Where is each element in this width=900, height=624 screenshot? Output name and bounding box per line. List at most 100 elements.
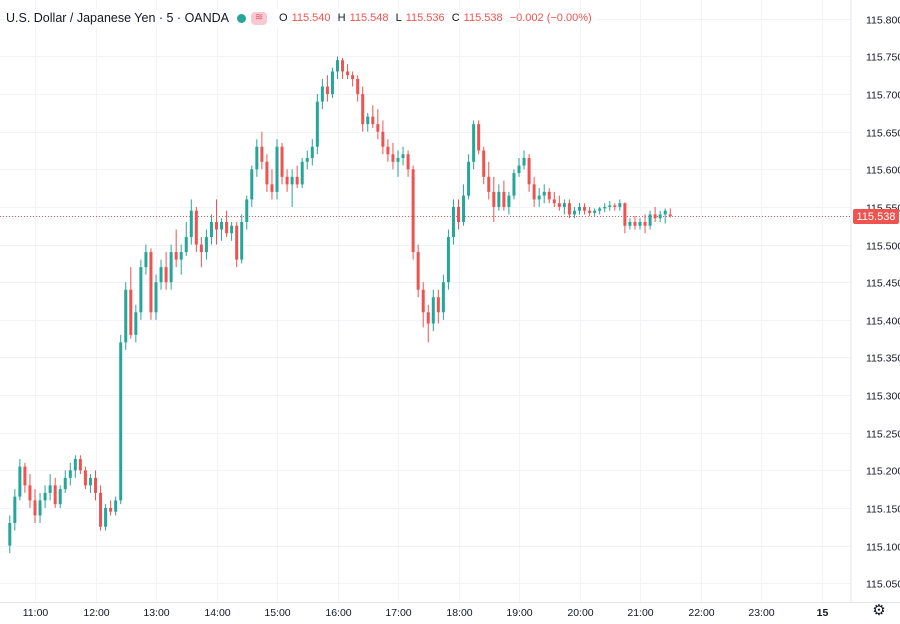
candle-body [628, 221, 632, 226]
candle [285, 169, 289, 192]
candle [386, 139, 390, 162]
candle [583, 203, 587, 215]
candle-body [13, 496, 17, 523]
candle-body [295, 176, 299, 185]
candle [290, 169, 294, 207]
candle-body [164, 267, 168, 283]
gear-icon[interactable]: ⚙ [872, 602, 886, 619]
candles [8, 56, 672, 554]
candle [446, 229, 450, 290]
candle-body [18, 466, 22, 497]
candle-body [330, 71, 334, 95]
candle [78, 455, 82, 475]
candle [613, 203, 617, 211]
candle-body [199, 244, 203, 253]
candle [426, 304, 430, 343]
price-tick-label: 115.400 [866, 316, 900, 328]
price-tick-label: 115.500 [866, 241, 900, 253]
candle [149, 248, 153, 320]
price-tick-label: 115.600 [866, 165, 900, 177]
symbol-legend[interactable]: U.S. Dollar / Japanese Yen · 5 · OANDA ≋… [6, 9, 596, 27]
candle-body [23, 466, 27, 486]
candle [517, 158, 521, 177]
candle [366, 112, 370, 132]
last-price-tag: 115.538 [853, 209, 899, 224]
candle [371, 105, 375, 128]
price-tick-label: 115.650 [866, 128, 900, 140]
price-axis-bg [851, 0, 900, 602]
candle [129, 267, 133, 339]
candle [497, 184, 501, 211]
candle-body [285, 176, 289, 185]
candle-body [371, 116, 375, 125]
candle [330, 67, 334, 98]
candle-body [633, 221, 637, 226]
candle [507, 191, 511, 215]
candle-body [391, 154, 395, 162]
grid [0, 0, 851, 602]
candle-body [537, 195, 541, 200]
close-value: 115.538 [463, 12, 503, 24]
candle-body [441, 282, 445, 313]
candle-body [320, 86, 324, 102]
candle-body [426, 312, 430, 324]
candle [492, 176, 496, 222]
time-tick-label: 14:00 [204, 607, 230, 619]
price-tick-label: 115.150 [866, 504, 900, 516]
candle-body [598, 208, 602, 211]
candle-body [240, 221, 244, 260]
candle [522, 150, 526, 170]
candle [638, 218, 642, 230]
candle [245, 195, 249, 230]
candle [114, 496, 118, 516]
time-tick-label: 17:00 [385, 607, 411, 619]
time-axis-bg [0, 602, 900, 619]
candle [8, 515, 12, 554]
candle [73, 455, 77, 478]
close-label: C [451, 12, 460, 24]
candle-body [225, 221, 229, 234]
candle [53, 477, 57, 508]
candle-body [638, 221, 642, 226]
time-tick-label: 15 [817, 607, 829, 619]
candle [124, 282, 128, 350]
price-tick-label: 115.250 [866, 429, 900, 441]
price-tick-label: 115.800 [866, 15, 900, 27]
candle [598, 206, 602, 215]
candle [391, 142, 395, 170]
candle [653, 206, 657, 222]
price-tick-label: 115.700 [866, 90, 900, 102]
candle-body [38, 500, 42, 516]
candle-body [527, 158, 531, 185]
candle-body [578, 206, 581, 211]
candle-body [457, 206, 460, 222]
candle-body [658, 214, 662, 219]
candle-body [512, 173, 516, 196]
candle-body [78, 459, 82, 471]
candle-body [58, 489, 62, 505]
candle [376, 109, 380, 140]
price-axis[interactable]: 115.050 115.100 115.150 115.200 115.250 115.3… [866, 15, 900, 591]
last-price-badge [853, 209, 899, 224]
candle-body [270, 184, 274, 192]
candle [557, 195, 561, 211]
symbol-title[interactable]: U.S. Dollar / Japanese Yen · 5 · OANDA [6, 11, 230, 25]
candle-body [517, 165, 521, 174]
candle-body [386, 146, 390, 155]
market-open-status-icon[interactable] [237, 13, 247, 23]
time-axis[interactable]: 11:00 12:00 13:00 14:00 15:00 16:00 17:00 18:00… [23, 607, 829, 619]
candle-body [472, 124, 476, 162]
wave-icon[interactable]: ≋ [251, 11, 268, 25]
candle [99, 485, 103, 531]
candle [63, 470, 67, 493]
candle-body [643, 221, 647, 226]
candle [648, 210, 652, 230]
candle [643, 214, 647, 234]
candle-body [411, 169, 415, 253]
high-label: H [337, 12, 346, 24]
candle-body [83, 470, 87, 486]
candle [204, 229, 208, 260]
candle [209, 214, 213, 245]
